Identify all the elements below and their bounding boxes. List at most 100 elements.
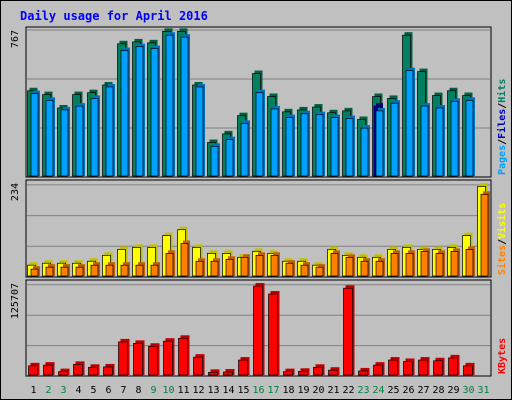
- legend-kbytes: KBytes: [497, 338, 508, 374]
- bar-face: [45, 99, 54, 177]
- bar-sites: [195, 258, 205, 277]
- bar-pages: [300, 110, 310, 177]
- day-label: 4: [75, 385, 81, 396]
- day-label: 31: [477, 385, 489, 396]
- bar-kbytes: [43, 362, 55, 376]
- bar-kbytes: [28, 362, 40, 376]
- bar-face: [75, 105, 84, 177]
- bar-face: [420, 251, 429, 277]
- bar-pages: [30, 90, 40, 177]
- day-label: 10: [162, 385, 174, 396]
- day-label: 9: [150, 385, 156, 396]
- day-label: 30: [462, 385, 474, 396]
- bar-face: [225, 258, 234, 277]
- bar-face: [193, 356, 203, 376]
- bar-kbytes: [373, 362, 385, 376]
- day-label: 24: [372, 385, 384, 396]
- bar-face: [270, 254, 279, 277]
- bar-face: [120, 264, 129, 277]
- bar-sites: [240, 254, 250, 277]
- bar-face: [405, 70, 414, 177]
- bar-kbytes: [58, 368, 70, 376]
- bar-face: [328, 369, 338, 376]
- bar-face: [298, 370, 308, 376]
- bar-face: [360, 127, 369, 177]
- bar-kbytes: [238, 357, 250, 376]
- bar-face: [165, 34, 174, 177]
- bar-pages: [225, 136, 235, 177]
- bar-sites: [285, 260, 295, 277]
- bar-kbytes: [223, 369, 235, 376]
- bar-face: [360, 260, 369, 277]
- bar-pages: [405, 67, 415, 177]
- bar-pages: [420, 103, 430, 177]
- bar-face: [163, 340, 173, 376]
- legend-hits: Hits: [496, 79, 508, 103]
- bar-face: [73, 364, 83, 376]
- bar-face: [30, 268, 39, 277]
- bar-sites: [315, 264, 325, 277]
- bar-kbytes: [433, 357, 445, 376]
- bar-face: [105, 86, 114, 177]
- bar-kbytes: [268, 291, 280, 376]
- day-label: 5: [90, 385, 96, 396]
- bar-face: [240, 256, 249, 277]
- bar-face: [43, 364, 53, 376]
- day-label: 21: [327, 385, 339, 396]
- bar-sites: [330, 250, 340, 277]
- legend-sites: Sites: [496, 245, 508, 275]
- bar-face: [390, 102, 399, 177]
- bar-face: [135, 264, 144, 277]
- bar-face: [30, 93, 39, 177]
- bar-face: [210, 145, 219, 177]
- bar-face: [300, 264, 309, 277]
- bar-face: [435, 253, 444, 277]
- bar-pages: [435, 105, 445, 177]
- bar-face: [465, 99, 474, 177]
- panel-top-max-label: 767: [10, 30, 21, 48]
- bar-kbytes: [388, 357, 400, 376]
- bar-sites: [120, 262, 130, 277]
- bar-face: [463, 365, 473, 376]
- bar-kbytes: [343, 285, 355, 376]
- bar-face: [180, 36, 189, 177]
- bar-sites: [75, 264, 85, 277]
- day-label: 25: [387, 385, 399, 396]
- panel-middle-max-label: 234: [10, 183, 21, 201]
- bar-face: [270, 108, 279, 177]
- bar-face: [148, 345, 158, 376]
- bar-sites: [135, 262, 145, 277]
- legend-pages: Pages: [497, 145, 508, 175]
- bar-pages: [390, 100, 400, 177]
- bar-face: [330, 117, 339, 177]
- day-label: 26: [402, 385, 414, 396]
- panel-bottom-max-label: 125707: [10, 283, 21, 319]
- day-label: 29: [447, 385, 459, 396]
- bar-kbytes: [298, 368, 310, 376]
- bar-pages: [285, 114, 295, 177]
- bar-face: [465, 249, 474, 277]
- legend-separator: /: [497, 103, 508, 109]
- legend-separator: /: [497, 239, 508, 245]
- bar-pages: [465, 97, 475, 177]
- day-label: 6: [105, 385, 111, 396]
- bar-face: [90, 264, 99, 277]
- day-label: 7: [120, 385, 126, 396]
- bar-sites: [90, 262, 100, 277]
- bar-face: [133, 343, 143, 376]
- day-label: 16: [252, 385, 264, 396]
- bar-pages: [210, 143, 220, 177]
- bar-face: [240, 122, 249, 177]
- bar-kbytes: [118, 338, 130, 376]
- chart-panels: 767Pages/Files/Hits234Sites/Visits125707…: [10, 26, 508, 377]
- bar-pages: [240, 120, 250, 177]
- bar-face: [150, 48, 159, 177]
- bar-kbytes: [328, 367, 340, 376]
- day-label: 1: [30, 385, 36, 396]
- bar-face: [268, 293, 278, 376]
- bar-sites: [150, 262, 160, 277]
- bar-face: [420, 105, 429, 177]
- bar-kbytes: [313, 364, 325, 376]
- bar-sites: [375, 258, 385, 277]
